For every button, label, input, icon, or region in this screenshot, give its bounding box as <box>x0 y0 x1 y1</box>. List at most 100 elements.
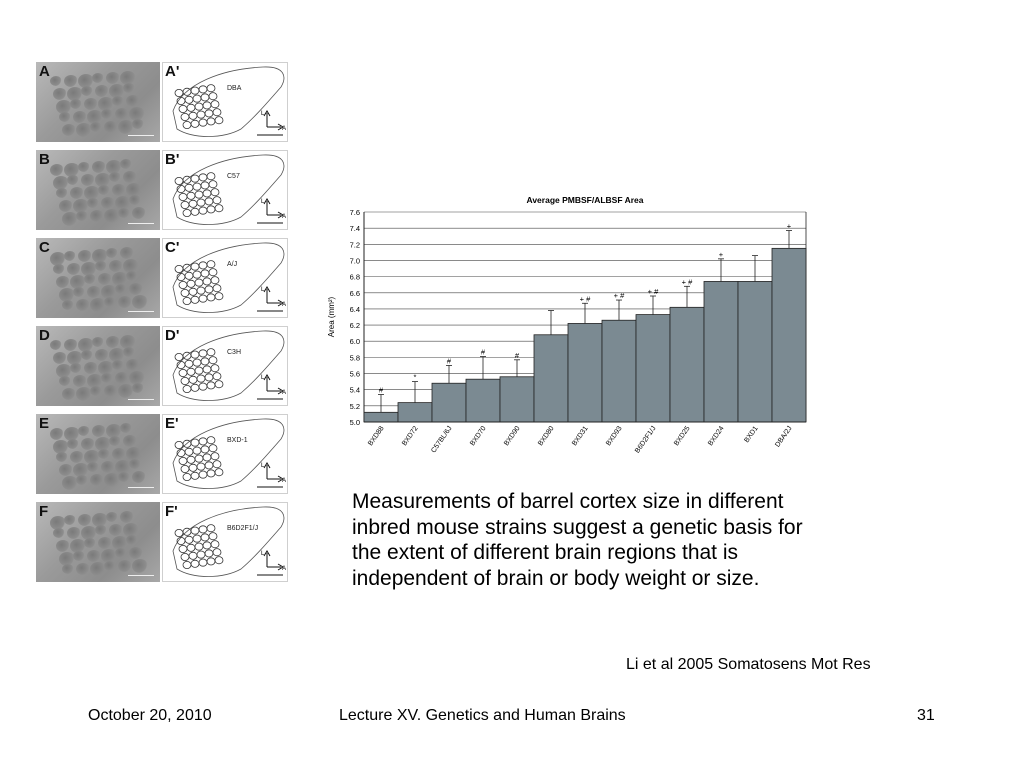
barrel-blob <box>84 538 96 548</box>
x-tick-label: BXD93 <box>605 425 624 447</box>
barrel-outline <box>198 437 208 446</box>
barrel-blob <box>104 473 120 487</box>
footer-date: October 20, 2010 <box>88 707 212 724</box>
x-tick-label: BXD24 <box>707 425 726 447</box>
barrel-outline <box>200 181 210 190</box>
barrel-blob <box>59 376 71 386</box>
bar <box>771 247 807 423</box>
barrel-outline <box>198 470 208 479</box>
barrel-blob <box>73 287 85 297</box>
barrel-outline <box>206 293 216 302</box>
panel-letter: A <box>39 63 50 80</box>
barrel-outline <box>204 285 214 294</box>
barrel-blob <box>98 273 112 285</box>
barrel-blob <box>50 252 66 266</box>
barrel-outline <box>198 349 208 358</box>
barrel-blob <box>53 440 69 454</box>
barrel-outline <box>188 551 198 560</box>
barrel-blob <box>92 161 106 173</box>
barrel-blob <box>98 185 110 195</box>
barrel-outline <box>204 197 214 206</box>
axis-label-l: L <box>261 199 265 205</box>
barrel-blob <box>129 459 141 469</box>
barrel-blob <box>109 172 121 182</box>
axis-label-l: L <box>261 287 265 293</box>
barrel-blob <box>106 424 122 438</box>
barrel-blob <box>98 97 114 111</box>
barrel-blob <box>123 347 135 357</box>
barrel-outline <box>196 462 206 471</box>
barrel-blob <box>129 547 143 559</box>
barrel-blob <box>81 174 95 186</box>
barrel-blob <box>101 285 117 299</box>
barrel-blob <box>112 184 126 196</box>
barrel-blob <box>70 539 86 553</box>
strain-label: DBA <box>227 85 242 92</box>
barrel-blob <box>112 360 124 370</box>
barrel-blob <box>53 264 65 274</box>
barrel-outline <box>196 110 206 119</box>
barrel-blob <box>118 560 132 572</box>
barrel-blob <box>67 527 81 539</box>
barrel-blob <box>90 474 104 486</box>
barrel-outline <box>186 455 196 464</box>
barrel-outline <box>174 176 184 185</box>
axis-label-a: A <box>282 126 286 132</box>
barrel-blob <box>78 514 92 526</box>
barrel-outline <box>198 525 208 534</box>
barrel-outline <box>184 183 194 192</box>
barrel-outline <box>186 543 196 552</box>
barrel-blob <box>101 373 113 383</box>
barrel-blob <box>118 384 134 398</box>
barrel-blob <box>76 563 90 575</box>
barrel-blob <box>81 86 93 96</box>
barrel-outline <box>208 92 218 101</box>
barrel-blob <box>106 72 120 84</box>
bar <box>533 334 569 423</box>
barrel-blob <box>73 463 89 477</box>
scale-bar <box>128 135 154 136</box>
strain-label: B6D2F1/J <box>227 525 259 532</box>
barrel-outline <box>206 172 216 181</box>
barrel-blob <box>81 438 95 450</box>
footer-title: Lecture XV. Genetics and Human Brains <box>339 707 626 724</box>
axis-label-l: L <box>261 551 265 557</box>
orientation-arrows <box>263 110 284 131</box>
barrel-blob <box>126 535 138 545</box>
strain-label: BXD-1 <box>227 437 248 444</box>
barrel-outline <box>196 550 206 559</box>
citation: Li et al 2005 Somatosens Mot Res <box>626 656 871 673</box>
barrel-blob <box>95 261 107 271</box>
barrel-outline <box>212 548 222 557</box>
barrel-outline <box>208 444 218 453</box>
barrel-outline <box>194 102 204 111</box>
barrel-blob <box>56 188 68 198</box>
chart-title: Average PMBSF/ALBSF Area <box>527 195 644 205</box>
significance-marker: # <box>379 386 384 395</box>
tracing-panel: L A E' BXD-1 <box>162 414 288 494</box>
bar <box>397 402 433 423</box>
barrel-outline <box>190 383 200 392</box>
tracing-panel: L A B' C57 <box>162 150 288 230</box>
barrel-blob <box>67 439 79 449</box>
micrograph-panel: E <box>36 414 160 494</box>
scale-bar <box>128 399 154 400</box>
barrel-outline <box>196 198 206 207</box>
barrel-outline <box>198 294 208 303</box>
barrel-blob <box>59 288 75 302</box>
barrel-outline <box>184 271 194 280</box>
barrel-outline <box>190 350 200 359</box>
barrel-outline <box>194 190 204 199</box>
barrel-outline <box>206 381 216 390</box>
significance-marker: * <box>414 373 417 382</box>
barrel-outline <box>214 468 224 477</box>
caption: Measurements of barrel cortex size in di… <box>352 489 912 591</box>
barrel-outline <box>188 199 198 208</box>
barrel-blob <box>106 160 122 174</box>
barrel-outline <box>174 264 184 273</box>
barrel-outline <box>190 559 200 568</box>
barrel-outline <box>202 365 212 374</box>
bar <box>431 382 467 423</box>
y-tick-label: 6.0 <box>350 337 360 346</box>
barrel-blob <box>81 350 93 360</box>
